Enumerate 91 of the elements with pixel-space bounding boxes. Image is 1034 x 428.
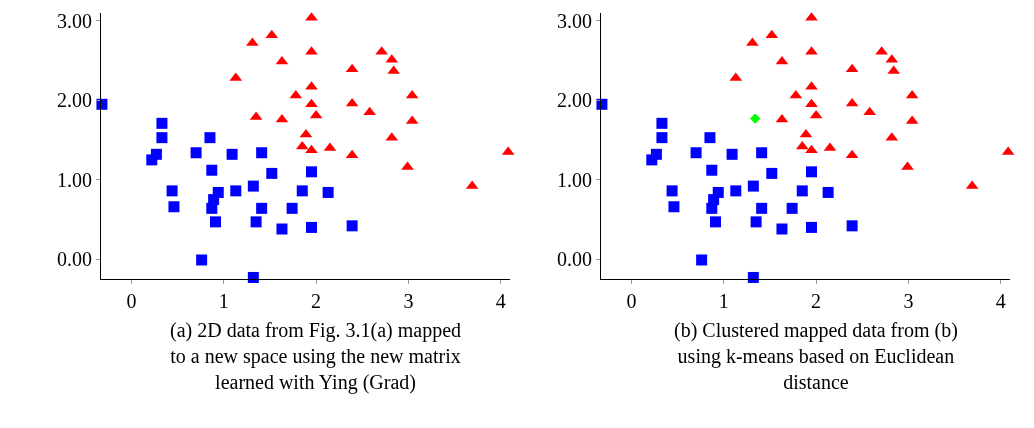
point — [266, 167, 278, 179]
point — [656, 117, 668, 129]
point — [690, 147, 702, 159]
point — [696, 254, 708, 266]
y-tick-label: 2.00 — [556, 89, 592, 112]
point — [306, 166, 317, 178]
point — [166, 185, 178, 197]
point — [796, 185, 808, 197]
point — [786, 202, 798, 214]
x-tick-label: 2 — [811, 290, 822, 313]
point — [845, 97, 859, 107]
point — [306, 221, 317, 233]
x-tick-label: 1 — [218, 290, 229, 313]
point — [730, 185, 742, 197]
text: (a) 2D data from Fig. 3.1(a) mapped to a new space using the new matrix learned with Ying (Grad) — [170, 319, 462, 394]
x-tick-label: 2 — [311, 290, 322, 313]
point — [666, 185, 678, 197]
y-tick-label: 0.00 — [556, 248, 592, 271]
point — [196, 254, 208, 266]
point — [775, 113, 789, 123]
point — [822, 186, 834, 198]
point — [845, 63, 859, 73]
point — [747, 180, 759, 192]
point — [250, 216, 262, 228]
x-tick-label: 0 — [626, 290, 637, 313]
point — [295, 140, 309, 150]
point — [795, 140, 809, 150]
point — [668, 201, 680, 213]
point — [322, 186, 334, 198]
point — [656, 132, 668, 144]
point — [756, 202, 768, 214]
point — [709, 216, 721, 228]
point — [766, 167, 778, 179]
x-tick-label: 0 — [126, 290, 137, 313]
point — [305, 98, 318, 108]
point — [305, 144, 318, 154]
y-tick-label: 1.00 — [56, 168, 92, 191]
point — [156, 117, 168, 129]
point — [756, 147, 768, 159]
point — [806, 221, 817, 233]
point — [190, 147, 202, 159]
point — [156, 132, 168, 144]
point — [168, 201, 180, 213]
point — [247, 271, 259, 283]
point — [146, 154, 158, 166]
point — [805, 144, 818, 154]
x-tick-label: 3 — [903, 290, 914, 313]
point — [345, 97, 359, 107]
point — [805, 98, 818, 108]
point — [276, 223, 288, 235]
point — [706, 202, 718, 214]
point — [275, 55, 289, 65]
text: (b) Clustered mapped data from (b) using k-means based on Euclidean distance — [674, 319, 958, 393]
point — [256, 147, 268, 159]
y-tick-label: 2.00 — [56, 89, 92, 112]
y-tick-label: 3.00 — [556, 9, 592, 32]
point — [230, 185, 242, 197]
point — [776, 223, 788, 235]
point — [346, 220, 358, 232]
point — [309, 109, 323, 119]
point — [247, 180, 259, 192]
point — [286, 202, 298, 214]
point — [706, 164, 718, 176]
point — [726, 148, 738, 160]
point — [226, 148, 238, 160]
point — [809, 109, 823, 119]
y-tick-label: 0.00 — [56, 248, 92, 271]
y-tick-label: 1.00 — [556, 168, 592, 191]
point — [846, 220, 858, 232]
point — [275, 113, 289, 123]
point — [299, 128, 313, 138]
point — [296, 185, 308, 197]
x-tick-label: 4 — [495, 290, 506, 313]
point — [345, 63, 359, 73]
point — [704, 132, 716, 144]
point — [750, 216, 762, 228]
x-tick-label: 1 — [718, 290, 729, 313]
point — [747, 271, 759, 283]
point — [206, 202, 218, 214]
point — [799, 128, 813, 138]
point — [806, 166, 817, 178]
point — [256, 202, 268, 214]
point — [206, 164, 218, 176]
x-tick-label: 3 — [403, 290, 414, 313]
point — [646, 154, 658, 166]
point — [204, 132, 216, 144]
x-tick-label: 4 — [995, 290, 1006, 313]
y-tick-label: 3.00 — [56, 9, 92, 32]
point — [775, 55, 789, 65]
point — [749, 113, 761, 124]
point — [209, 216, 221, 228]
